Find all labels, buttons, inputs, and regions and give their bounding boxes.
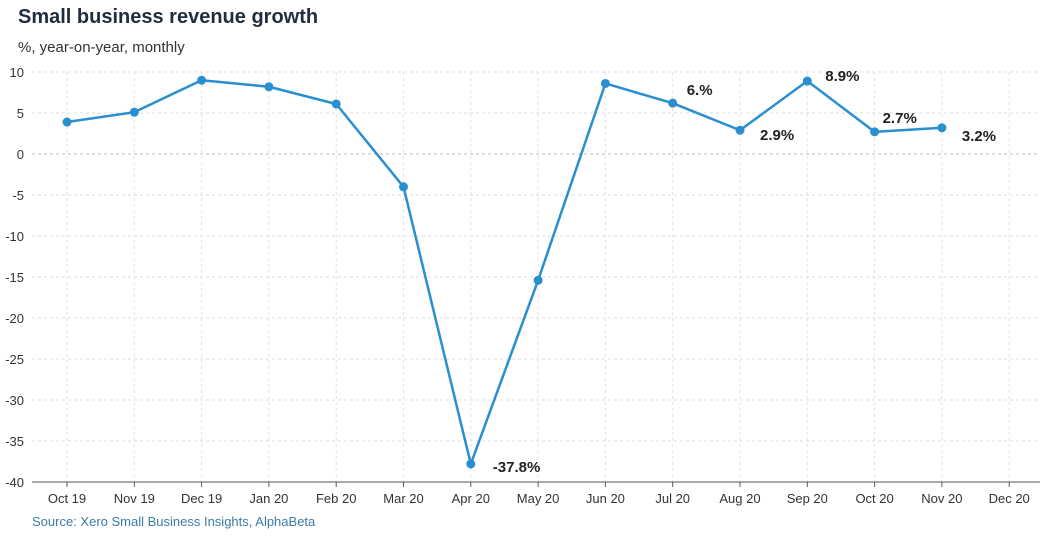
y-tick-label: -15 — [5, 270, 24, 285]
y-tick-label: -10 — [5, 229, 24, 244]
data-point — [870, 127, 880, 137]
data-point — [735, 125, 745, 135]
x-tick-label: Sep 20 — [787, 491, 828, 506]
series-layer — [62, 75, 947, 469]
series-line — [66, 78, 942, 466]
y-tick-label: -35 — [5, 434, 24, 449]
data-point — [533, 275, 543, 285]
y-tick-label: -20 — [5, 311, 24, 326]
data-point — [331, 99, 341, 109]
source-note: Source: Xero Small Business Insights, Al… — [32, 514, 316, 529]
data-point — [264, 82, 274, 92]
data-label: -37.8% — [493, 459, 541, 476]
data-point — [802, 76, 812, 86]
data-point — [399, 182, 408, 192]
x-tick-label: Mar 20 — [383, 491, 423, 506]
data-label: 6.% — [687, 82, 713, 99]
x-tick-label: Feb 20 — [316, 491, 356, 506]
y-tick-label: -5 — [12, 188, 24, 203]
data-label: 8.9% — [825, 68, 859, 85]
y-tick-label: -30 — [5, 393, 24, 408]
data-point — [129, 107, 139, 117]
y-tick-label: -25 — [5, 352, 24, 367]
data-label: 2.9% — [760, 127, 794, 144]
x-tick-label: Jul 20 — [655, 491, 690, 506]
y-axis-ticks: 10 5 0 -5 -10 -15 -20 -25 -30 -35 -40 — [5, 65, 24, 490]
y-tick-label: 10 — [10, 65, 24, 80]
data-point — [197, 75, 207, 85]
x-tick-label: May 20 — [517, 491, 560, 506]
y-tick-label: 0 — [17, 147, 24, 162]
data-label: 2.7% — [883, 110, 917, 127]
x-axis-ticks: Oct 19 Nov 19 Dec 19 Jan 20 Feb 20 Mar 20 Apr … — [32, 481, 1040, 506]
chart-subtitle: %, year-on-year, monthly — [18, 39, 185, 56]
x-tick-label: Aug 20 — [719, 491, 760, 506]
data-point — [62, 117, 72, 127]
x-tick-label: Apr 20 — [452, 491, 490, 506]
x-tick-label: Jun 20 — [586, 491, 625, 506]
data-point — [937, 123, 947, 133]
y-tick-label: -40 — [5, 475, 24, 490]
data-point — [600, 78, 610, 88]
y-tick-label: 5 — [17, 106, 24, 121]
data-label: 3.2% — [962, 128, 996, 145]
data-point — [668, 98, 678, 108]
x-tick-label: Oct 19 — [48, 491, 86, 506]
x-tick-label: Oct 20 — [855, 491, 893, 506]
x-tick-label: Dec 20 — [989, 491, 1030, 506]
x-tick-label: Nov 20 — [921, 491, 962, 506]
data-labels: -37.8% 6.% 2.9% 8.9% 2.7% 3.2% — [493, 68, 996, 476]
chart-title: Small business revenue growth — [18, 6, 319, 28]
x-tick-label: Jan 20 — [249, 491, 288, 506]
x-tick-label: Dec 19 — [181, 491, 222, 506]
data-point — [466, 459, 476, 469]
x-tick-label: Nov 19 — [114, 491, 155, 506]
